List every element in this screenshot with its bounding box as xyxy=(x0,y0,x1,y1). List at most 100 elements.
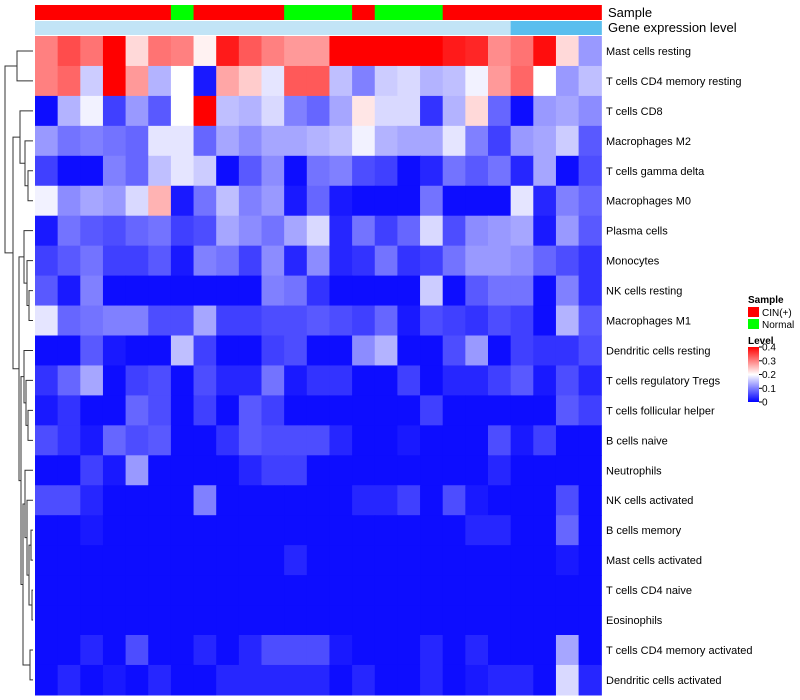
heatmap-cell xyxy=(57,36,81,67)
heatmap-cell xyxy=(420,395,444,426)
heatmap-cell xyxy=(374,365,398,396)
heatmap-cell xyxy=(533,95,557,127)
heatmap-cell xyxy=(216,575,240,606)
heatmap-cell xyxy=(193,155,217,187)
heatmap-cell xyxy=(374,36,398,67)
heatmap-cell xyxy=(555,664,580,696)
heatmap-cell xyxy=(374,545,398,576)
heatmap-cell xyxy=(170,245,195,277)
heatmap-cell xyxy=(306,635,331,666)
level-annotation-cell xyxy=(578,21,602,35)
heatmap-cell xyxy=(261,664,285,696)
heatmap-cell xyxy=(80,155,104,187)
heatmap-cell xyxy=(57,185,81,217)
heatmap-cell xyxy=(442,95,466,127)
heatmap-cell xyxy=(261,575,285,606)
heatmap-cell xyxy=(578,365,602,396)
heatmap-cell xyxy=(102,275,127,307)
heatmap-cell xyxy=(420,575,444,606)
heatmap-cell xyxy=(148,425,172,456)
heatmap-cell xyxy=(420,635,444,666)
heatmap-cell xyxy=(374,635,398,666)
heatmap-cell xyxy=(148,515,172,546)
heatmap-cell xyxy=(102,664,127,696)
heatmap-cell xyxy=(306,515,331,546)
heatmap-cell xyxy=(238,395,263,426)
heatmap-cell xyxy=(238,605,263,636)
row-label: Macrophages M0 xyxy=(606,196,691,208)
heatmap-cell xyxy=(148,545,172,576)
heatmap-cell xyxy=(80,245,104,277)
level-annotation-cell xyxy=(420,21,444,35)
sample-annotation-cell xyxy=(488,5,512,20)
heatmap-cell xyxy=(102,545,127,576)
heatmap-cell xyxy=(57,365,81,396)
heatmap-cell xyxy=(102,95,127,127)
heatmap-cell xyxy=(555,125,580,157)
heatmap-cell xyxy=(193,95,217,127)
heatmap-cell xyxy=(397,125,421,157)
heatmap-cell xyxy=(465,155,489,187)
heatmap-cell xyxy=(102,125,127,157)
heatmap-cell xyxy=(352,365,376,396)
heatmap-cell xyxy=(261,275,285,307)
heatmap-cell xyxy=(102,515,127,546)
sample-annotation-cell xyxy=(306,5,331,20)
sample-annotation-cell xyxy=(216,5,240,20)
heatmap-cell xyxy=(238,335,263,367)
heatmap-cell xyxy=(193,395,217,426)
dendrogram-branch xyxy=(24,140,33,187)
sample-annotation-cell xyxy=(80,5,104,20)
heatmap-cell xyxy=(465,305,489,337)
heatmap-cell xyxy=(352,515,376,546)
heatmap-cell xyxy=(397,305,421,337)
heatmap-cell xyxy=(488,185,512,217)
level-annotation-cell xyxy=(238,21,263,35)
heatmap-cell xyxy=(238,155,263,187)
heatmap-cell xyxy=(261,36,285,67)
heatmap-cell xyxy=(329,215,353,247)
heatmap-cell xyxy=(193,575,217,606)
heatmap-cell xyxy=(465,275,489,307)
heatmap-cell xyxy=(465,185,489,217)
heatmap-cell xyxy=(442,155,466,187)
heatmap-cells xyxy=(35,36,602,696)
heatmap-cell xyxy=(442,485,466,516)
legend-label-cin: CIN(+) xyxy=(762,308,792,319)
heatmap-cell xyxy=(148,305,172,337)
heatmap-cell xyxy=(125,365,149,396)
heatmap-cell xyxy=(80,335,104,367)
heatmap-cell xyxy=(510,365,534,396)
heatmap-cell xyxy=(35,125,59,157)
heatmap-cell xyxy=(352,635,376,666)
heatmap-cell xyxy=(442,575,466,606)
heatmap-cell xyxy=(125,36,149,67)
heatmap-cell xyxy=(193,245,217,277)
heatmap-cell xyxy=(35,395,59,426)
heatmap-cell xyxy=(488,664,512,696)
heatmap-cell xyxy=(35,275,59,307)
heatmap-cell xyxy=(102,365,127,396)
heatmap-cell xyxy=(555,305,580,337)
heatmap-cell xyxy=(238,185,263,217)
heatmap-cell xyxy=(533,215,557,247)
heatmap-cell xyxy=(533,575,557,606)
heatmap-cell xyxy=(420,275,444,307)
heatmap-cell xyxy=(442,425,466,456)
heatmap-cell xyxy=(284,275,308,307)
heatmap-cell xyxy=(148,155,172,187)
heatmap-cell xyxy=(57,635,81,666)
heatmap-cell xyxy=(125,245,149,277)
heatmap-cell xyxy=(35,65,59,97)
heatmap-cell xyxy=(35,155,59,187)
heatmap-cell xyxy=(306,275,331,307)
heatmap-cell xyxy=(216,275,240,307)
heatmap-cell xyxy=(170,36,195,67)
heatmap-cell xyxy=(238,664,263,696)
heatmap-cell xyxy=(533,395,557,426)
heatmap-cell xyxy=(284,365,308,396)
heatmap-cell xyxy=(102,335,127,367)
heatmap-cell xyxy=(329,575,353,606)
heatmap-cell xyxy=(170,515,195,546)
heatmap-cell xyxy=(510,575,534,606)
